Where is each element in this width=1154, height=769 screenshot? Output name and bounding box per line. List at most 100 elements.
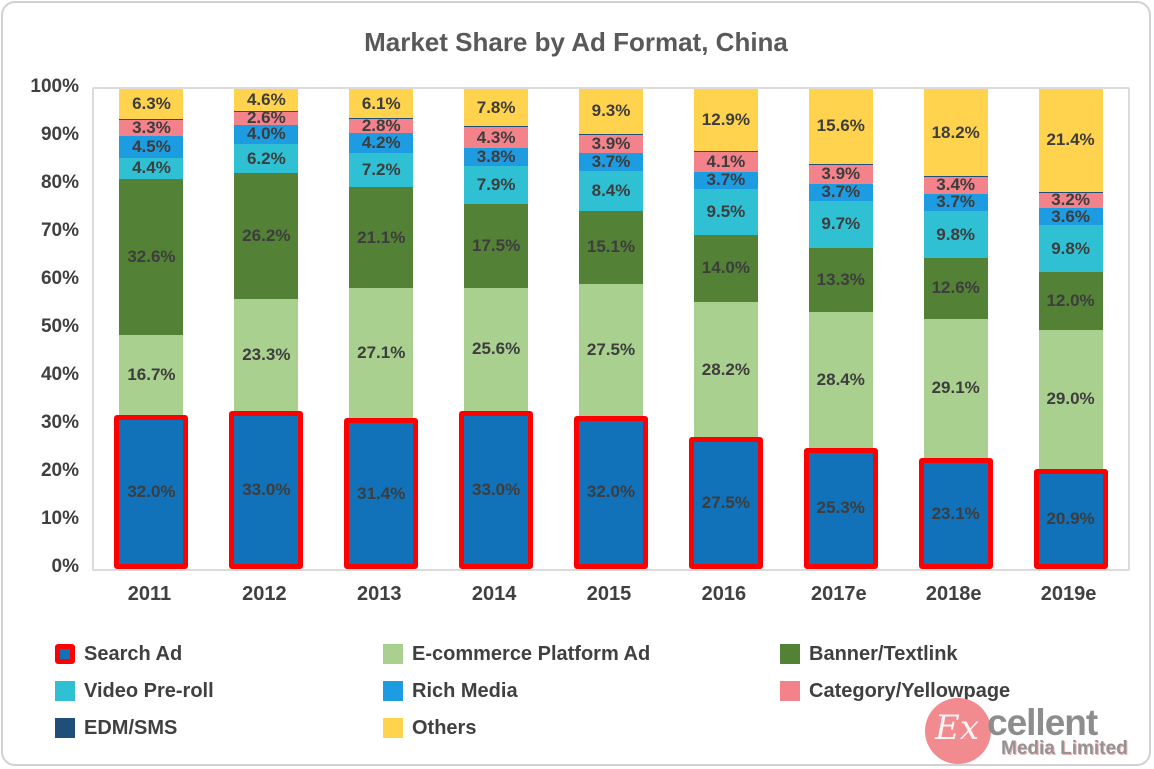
bar-segment-edm-sms-2018e bbox=[923, 176, 988, 178]
plot-area: 32.0% 16.7% 32.6% 4.4% 4.5% 3.3% 6.3% 33.0% 23.3… bbox=[92, 87, 1130, 571]
data-label: 21.1% bbox=[357, 227, 406, 247]
data-label: 4.3% bbox=[476, 127, 516, 147]
x-label-2014: 2014 bbox=[471, 583, 517, 605]
data-label: 8.4% bbox=[591, 181, 631, 201]
chart-title: Market Share by Ad Format, China bbox=[364, 27, 788, 57]
data-label: 33.0% bbox=[242, 479, 291, 499]
bar-segment-rich-media-2018e: 3.7% bbox=[923, 192, 988, 212]
y-tick: 80% bbox=[40, 172, 79, 193]
logo-circle-text: Ex bbox=[935, 708, 979, 748]
data-label: 3.9% bbox=[591, 133, 631, 153]
bar-segment-edm-sms-2015 bbox=[579, 133, 643, 135]
bar-column-2017e: 25.3% 28.4% 13.3% 9.7% 3.7% 3.9% 15.6% bbox=[783, 89, 898, 569]
stacked-bar-2016: 27.5% 28.2% 14.0% 9.5% 3.7% 4.1% 12.9% bbox=[688, 89, 763, 569]
data-label: 29.0% bbox=[1046, 389, 1095, 409]
bar-segment-search-ad-2011: 32.0% bbox=[114, 415, 189, 569]
data-label: 6.3% bbox=[132, 94, 171, 114]
data-label: 15.6% bbox=[816, 116, 865, 136]
data-label: 3.8% bbox=[476, 147, 516, 167]
bar-segment-others-2012: 4.6% bbox=[234, 89, 299, 112]
bar-segment-banner-textlink-2014: 17.5% bbox=[464, 204, 529, 288]
data-label: 4.0% bbox=[246, 124, 286, 144]
bar-segment-category-yellowpage-2018e: 3.4% bbox=[923, 175, 988, 194]
data-label: 13.3% bbox=[816, 269, 865, 289]
bar-segment-rich-media-2017e: 3.7% bbox=[808, 182, 873, 201]
data-label: 14.0% bbox=[701, 258, 750, 278]
bar-segment-others-2015: 9.3% bbox=[579, 89, 643, 134]
bar-segment-category-yellowpage-2019e: 3.2% bbox=[1038, 190, 1103, 209]
bar-segment-category-yellowpage-2014: 4.3% bbox=[464, 127, 529, 148]
bar-column-2019e: 20.9% 29.0% 12.0% 9.8% 3.6% 3.2% 21.4% bbox=[1013, 89, 1128, 569]
legend-swatch-icon bbox=[780, 644, 800, 664]
x-axis: 2011 2012 2013 2014 2015 2016 2017e 2018e 2019e bbox=[92, 575, 1126, 609]
data-label: 16.7% bbox=[127, 365, 176, 385]
legend-label: Category/Yellowpage bbox=[809, 679, 1011, 702]
bar-segment-others-2017e: 15.6% bbox=[808, 89, 873, 164]
data-label: 4.6% bbox=[246, 90, 286, 110]
legend-label: Search Ad bbox=[84, 642, 183, 665]
legend-swatch-icon bbox=[383, 644, 403, 664]
data-label: 28.4% bbox=[816, 369, 865, 389]
bar-segment-video-pre-roll-2013: 7.2% bbox=[349, 152, 414, 188]
bar-segment-rich-media-2012: 4.0% bbox=[234, 124, 299, 144]
bar-segment-rich-media-2016: 3.7% bbox=[693, 170, 758, 189]
data-label: 27.5% bbox=[586, 339, 636, 359]
legend-swatch-icon bbox=[383, 681, 403, 701]
data-label: 3.7% bbox=[936, 192, 976, 212]
data-label: 27.1% bbox=[357, 343, 406, 363]
bar-segment-others-2019e: 21.4% bbox=[1038, 89, 1103, 192]
bar-segment-search-ad-2015: 32.0% bbox=[574, 415, 648, 569]
bar-segment-others-2014: 7.8% bbox=[464, 88, 529, 127]
data-label: 4.5% bbox=[132, 136, 171, 156]
data-label: 25.3% bbox=[816, 498, 865, 518]
data-label: 31.4% bbox=[357, 483, 406, 503]
stacked-bar-2013: 31.4% 27.1% 21.1% 7.2% 4.2% 2.8% 6.1% bbox=[344, 88, 419, 569]
bar-segment-video-pre-roll-2012: 6.2% bbox=[234, 143, 299, 174]
bar-segment-video-pre-roll-2015: 8.4% bbox=[579, 171, 643, 212]
bar-segment-banner-textlink-2012: 26.2% bbox=[234, 173, 299, 300]
bar-segment-video-pre-roll-2011: 4.4% bbox=[119, 157, 184, 179]
logo-main-text: cellent bbox=[987, 702, 1098, 743]
legend-label: E-commerce Platform Ad bbox=[412, 642, 651, 665]
data-label: 3.3% bbox=[132, 118, 171, 138]
bar-segment-edm-sms-2019e bbox=[1038, 191, 1103, 193]
x-label-2017e: 2017e bbox=[810, 583, 867, 605]
bar-segment-search-ad-2019e: 20.9% bbox=[1033, 468, 1108, 569]
data-label: 12.6% bbox=[931, 278, 980, 298]
data-label: 7.9% bbox=[476, 175, 516, 195]
data-label: 29.1% bbox=[931, 378, 980, 398]
bar-column-2011: 32.0% 16.7% 32.6% 4.4% 4.5% 3.3% 6.3% bbox=[94, 89, 209, 569]
bar-segment-others-2013: 6.1% bbox=[349, 88, 414, 119]
bar-segment-others-2011: 6.3% bbox=[119, 89, 184, 120]
data-label: 23.1% bbox=[931, 503, 980, 523]
bar-segment-e-commerce-platform-ad-2015: 27.5% bbox=[579, 283, 643, 416]
data-label: 26.2% bbox=[242, 226, 291, 246]
bar-segment-edm-sms-2016 bbox=[693, 150, 758, 152]
data-label: 25.6% bbox=[472, 339, 521, 359]
bar-segment-banner-textlink-2013: 21.1% bbox=[349, 187, 414, 289]
bar-segment-search-ad-2017e: 25.3% bbox=[803, 447, 878, 569]
bar-segment-edm-sms-2011 bbox=[119, 119, 184, 121]
legend-swatch-icon bbox=[55, 644, 75, 664]
bar-segment-video-pre-roll-2018e: 9.8% bbox=[923, 211, 988, 259]
bar-segment-category-yellowpage-2012: 2.6% bbox=[234, 108, 299, 127]
bar-segment-category-yellowpage-2013: 2.8% bbox=[349, 116, 414, 135]
y-tick: 70% bbox=[40, 220, 79, 241]
data-label: 32.0% bbox=[586, 482, 636, 502]
bar-segment-banner-textlink-2018e: 12.6% bbox=[923, 258, 988, 319]
bar-segment-edm-sms-2013 bbox=[349, 118, 414, 120]
legend-swatch-icon bbox=[55, 681, 75, 701]
legend-item-banner-textlink: Banner/Textlink bbox=[780, 642, 958, 666]
legend-item-search-ad: Search Ad bbox=[55, 642, 182, 666]
y-tick: 0% bbox=[51, 556, 79, 577]
bar-column-2015: 32.0% 27.5% 15.1% 8.4% 3.7% 3.9% 9.3% bbox=[554, 89, 669, 569]
legend-item-others: Others bbox=[383, 716, 476, 740]
data-label: 3.9% bbox=[821, 164, 861, 184]
stacked-bar-2014: 33.0% 25.6% 17.5% 7.9% 3.8% 4.3% 7.8% bbox=[459, 88, 534, 569]
data-label: 12.9% bbox=[701, 109, 750, 129]
bar-segment-search-ad-2016: 27.5% bbox=[688, 437, 763, 569]
bar-segment-e-commerce-platform-ad-2012: 23.3% bbox=[234, 299, 299, 411]
y-axis: 100% 90% 80% 70% 60% 50% 40% 30% 20% 10% 0% bbox=[3, 3, 87, 764]
stacked-bar-2018e: 23.1% 29.1% 12.6% 9.8% 3.7% 3.4% 18.2% bbox=[918, 89, 993, 569]
bar-segment-search-ad-2013: 31.4% bbox=[344, 418, 419, 569]
